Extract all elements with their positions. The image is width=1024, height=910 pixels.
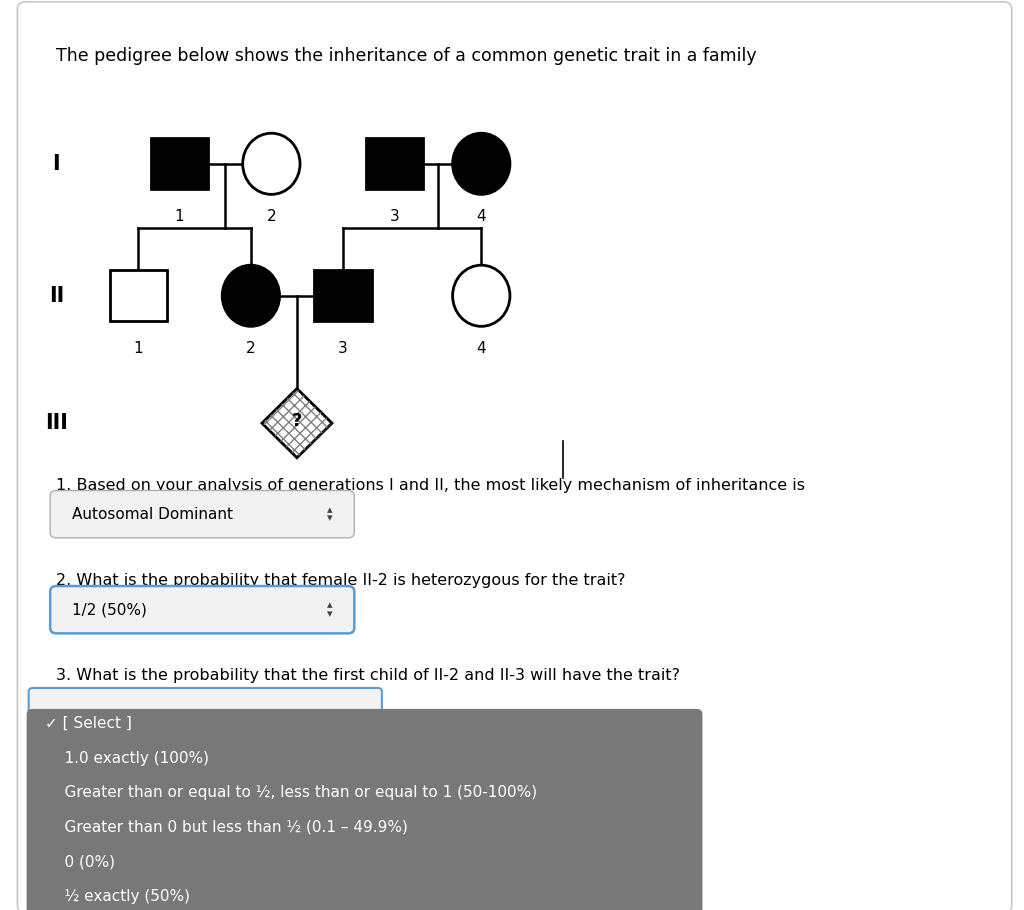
Text: 1: 1 xyxy=(174,209,184,224)
Text: ▴
▾: ▴ ▾ xyxy=(327,601,333,619)
Text: 4: 4 xyxy=(476,209,486,224)
Text: 2. What is the probability that female II-2 is heterozygous for the trait?: 2. What is the probability that female I… xyxy=(56,573,626,588)
Text: 1/2 (50%): 1/2 (50%) xyxy=(72,602,146,617)
Text: III: III xyxy=(45,413,68,433)
Bar xyxy=(314,270,372,321)
Bar xyxy=(110,270,167,321)
Text: 3. What is the probability that the first child of II-2 and II-3 will have the t: 3. What is the probability that the firs… xyxy=(56,668,680,682)
Text: 1.0 exactly (100%): 1.0 exactly (100%) xyxy=(45,751,209,765)
Text: ½ exactly (50%): ½ exactly (50%) xyxy=(45,889,190,904)
Ellipse shape xyxy=(453,265,510,327)
Polygon shape xyxy=(262,389,332,458)
Text: II: II xyxy=(49,286,63,306)
Text: 3: 3 xyxy=(338,341,348,356)
Bar xyxy=(151,138,208,189)
Text: ?: ? xyxy=(292,412,302,430)
Ellipse shape xyxy=(453,133,510,195)
Text: ✓ [ Select ]: ✓ [ Select ] xyxy=(45,716,132,731)
Text: I: I xyxy=(52,154,60,174)
Text: Greater than or equal to ½, less than or equal to 1 (50-100%): Greater than or equal to ½, less than or… xyxy=(45,785,538,800)
FancyBboxPatch shape xyxy=(17,2,1012,910)
Text: 4: 4 xyxy=(476,341,486,356)
FancyBboxPatch shape xyxy=(29,688,382,723)
Text: 3: 3 xyxy=(389,209,399,224)
Text: The pedigree below shows the inheritance of a common genetic trait in a family: The pedigree below shows the inheritance… xyxy=(56,47,757,66)
Text: 2: 2 xyxy=(246,341,256,356)
Text: 1. Based on your analysis of generations I and II, the most likely mechanism of : 1. Based on your analysis of generations… xyxy=(56,478,805,492)
Text: 2: 2 xyxy=(266,209,276,224)
FancyBboxPatch shape xyxy=(50,490,354,538)
Bar xyxy=(366,138,423,189)
Text: Greater than 0 but less than ½ (0.1 – 49.9%): Greater than 0 but less than ½ (0.1 – 49… xyxy=(45,820,408,834)
Text: 0 (0%): 0 (0%) xyxy=(45,854,115,869)
FancyBboxPatch shape xyxy=(27,709,702,910)
Ellipse shape xyxy=(243,133,300,195)
Text: ▴
▾: ▴ ▾ xyxy=(327,505,333,523)
Text: Autosomal Dominant: Autosomal Dominant xyxy=(72,507,232,521)
Ellipse shape xyxy=(222,265,280,327)
Text: 1: 1 xyxy=(133,341,143,356)
FancyBboxPatch shape xyxy=(50,586,354,633)
